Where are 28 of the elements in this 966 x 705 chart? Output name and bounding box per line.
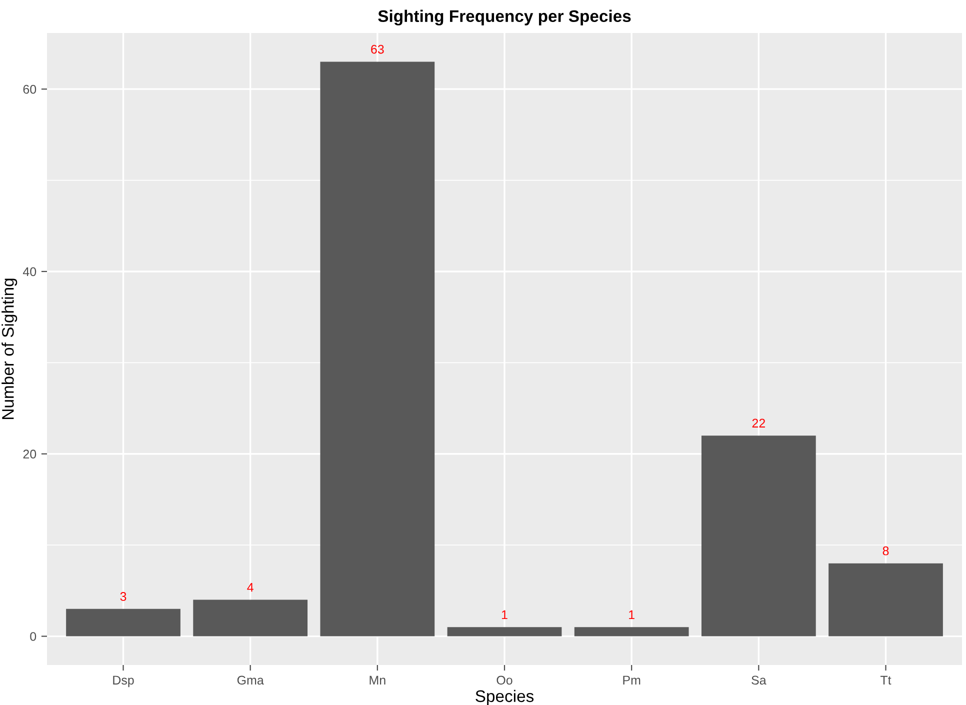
bar: [320, 62, 435, 636]
x-axis-title: Species: [476, 690, 534, 705]
y-tick-label: 40: [22, 267, 36, 276]
x-tick-label: Dsp: [113, 676, 134, 688]
y-axis-title: Number of Sighting: [2, 278, 18, 419]
y-tick-label: 0: [30, 632, 36, 641]
data-label: 4: [247, 583, 254, 592]
x-tick-label: Mn: [370, 676, 386, 684]
y-tick-label: 60: [23, 84, 36, 94]
x-tick-label: Oo: [496, 676, 512, 685]
x-tick-label: Gma: [237, 676, 264, 685]
data-label: 63: [371, 44, 384, 54]
data-label: 1: [502, 610, 508, 620]
data-label: 3: [120, 592, 126, 601]
chart-title: Sighting Frequency per Species: [378, 10, 631, 26]
bar: [193, 600, 308, 636]
bar: [701, 436, 816, 636]
y-tick-label: 20: [23, 450, 36, 459]
x-tick-label: Pm: [623, 676, 640, 684]
x-tick-label: Sa: [752, 676, 766, 685]
bar: [828, 563, 943, 636]
bar: [574, 627, 689, 636]
x-tick-label: Tt: [880, 676, 892, 685]
data-label: 1: [629, 610, 634, 620]
bar: [66, 608, 180, 636]
data-label: 22: [752, 418, 765, 428]
data-label: 8: [882, 546, 889, 556]
bar: [447, 627, 562, 636]
